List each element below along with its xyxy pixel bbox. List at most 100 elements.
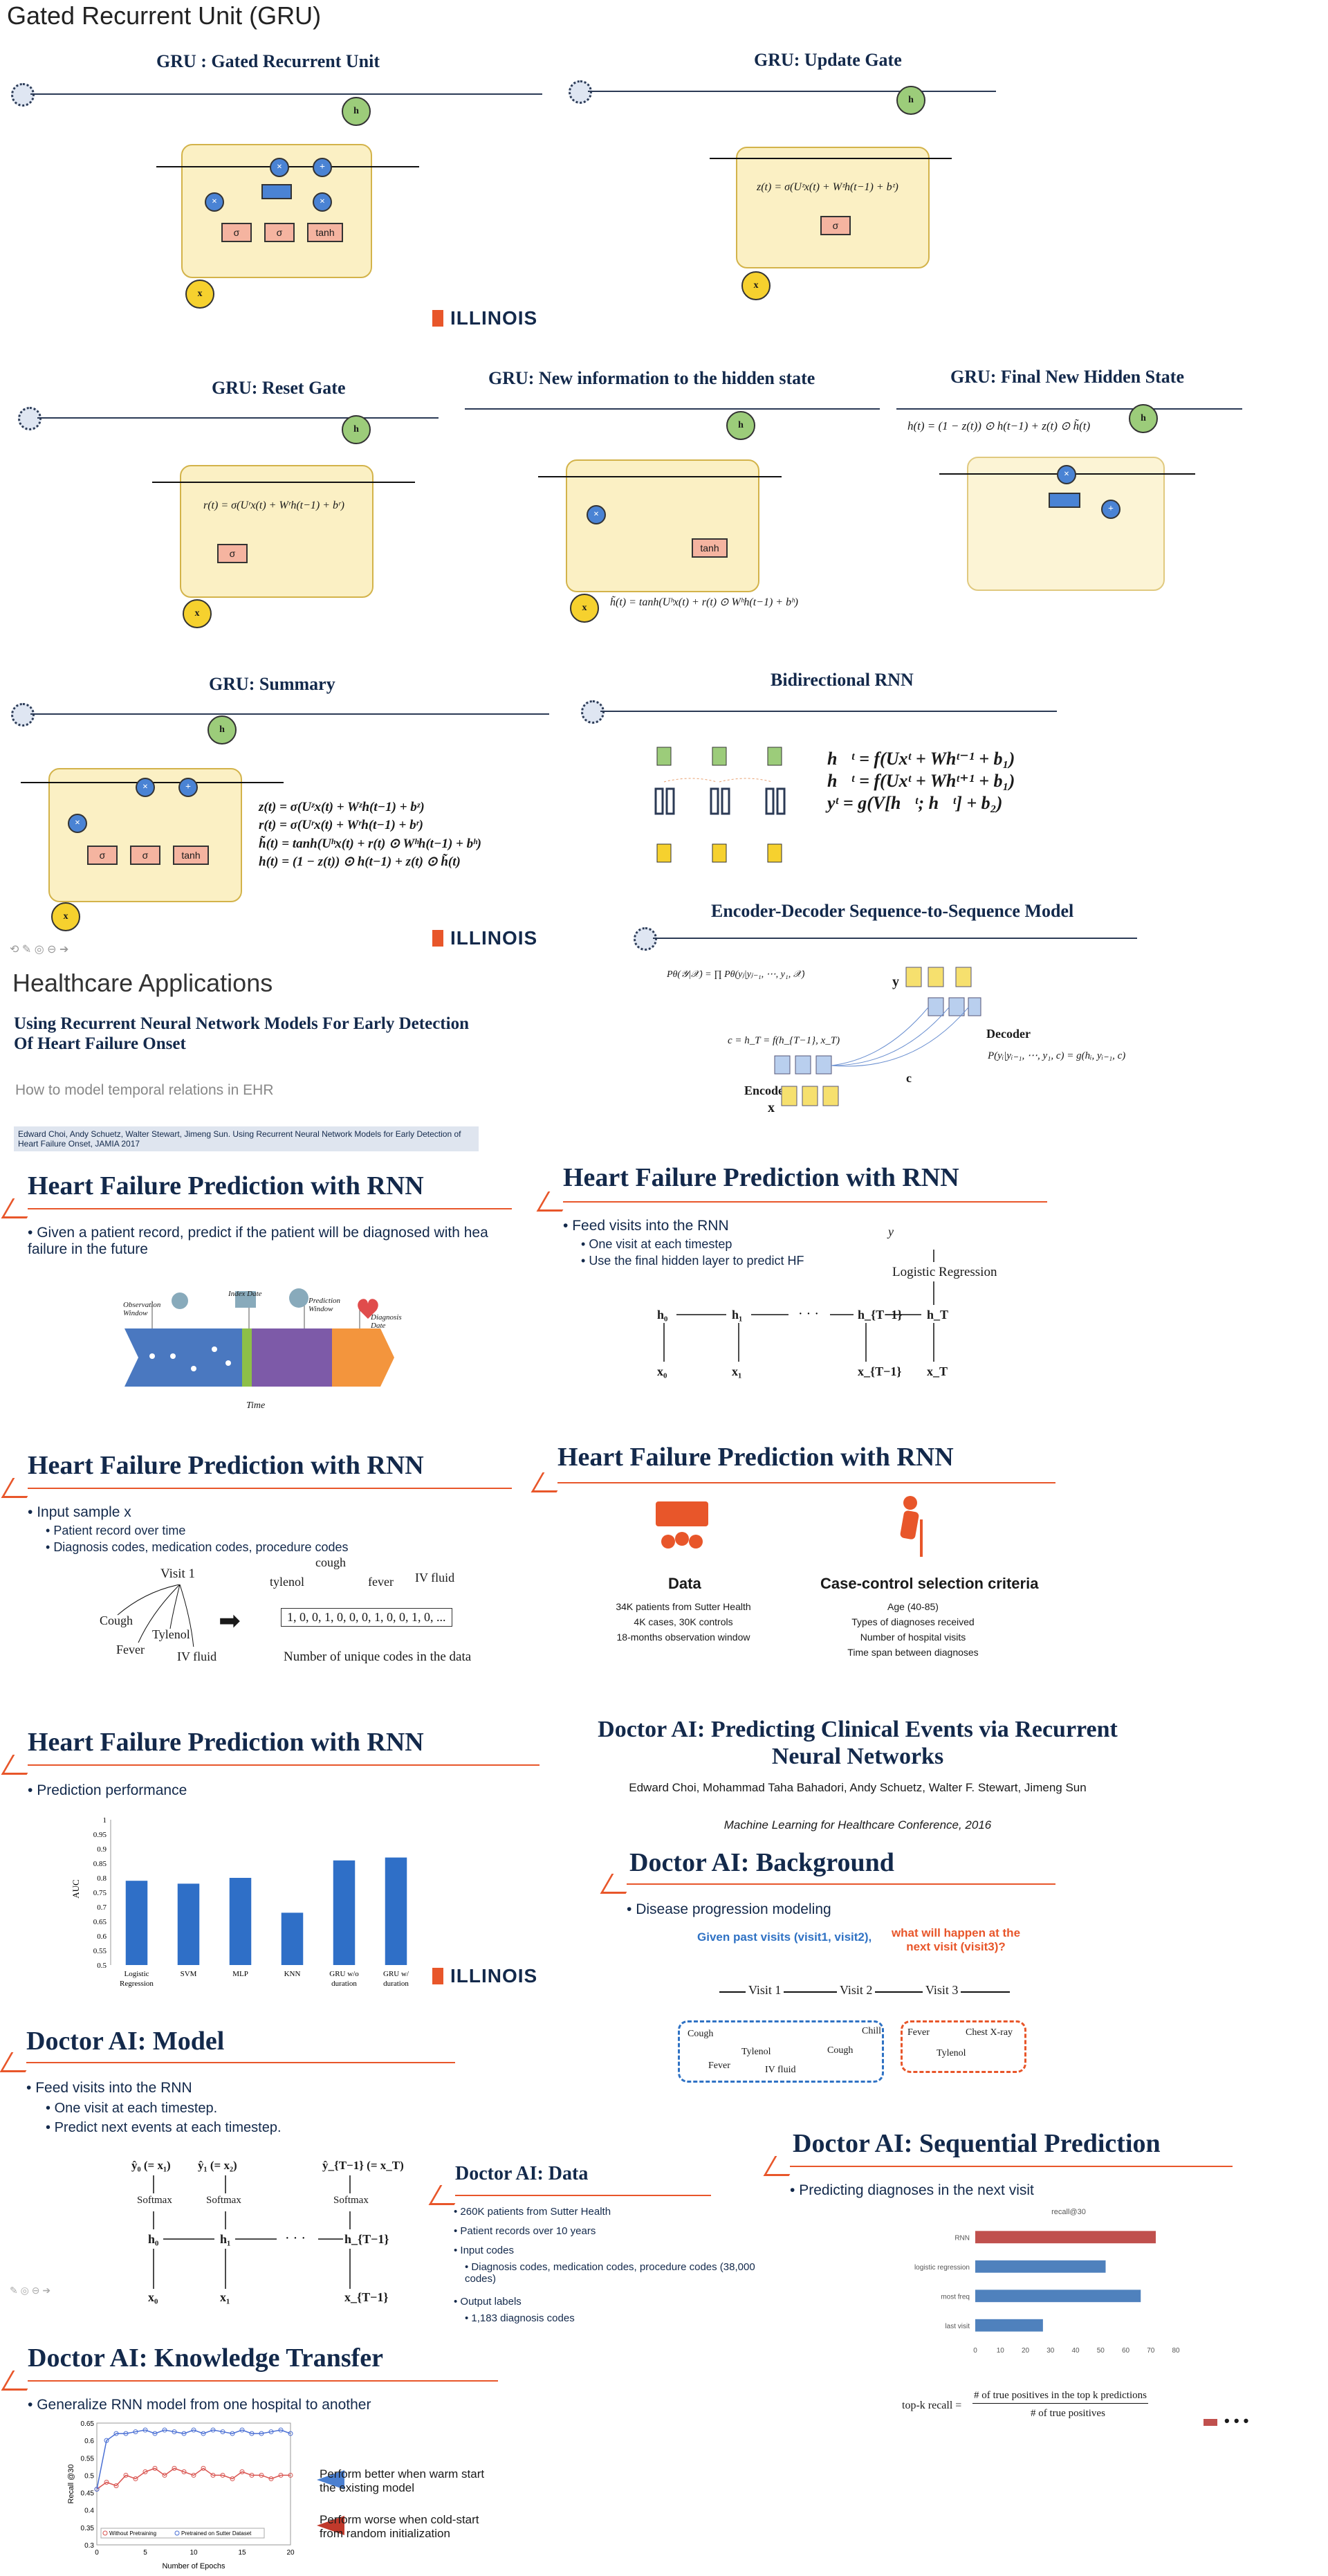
- y-tick-label: 0.35: [81, 2525, 95, 2532]
- sigma-box: σ: [217, 544, 248, 563]
- slide-title-summary: GRU: Summary: [209, 674, 335, 694]
- dai-data-sub-item: 1,183 diagnosis codes: [465, 2312, 574, 2324]
- gru-cell: [180, 465, 374, 598]
- criteria-item: Number of hospital visits: [860, 1632, 966, 1643]
- dai-model-sub-bullet: Predict next events at each timestep.: [46, 2120, 282, 2136]
- slide-rule-orange: [627, 1883, 1055, 1885]
- hf5-bullet: Prediction performance: [28, 1782, 187, 1799]
- slide-toolbar-icons[interactable]: ✎ ◎ ⊖ ➔: [10, 2285, 51, 2296]
- data-point: [268, 2476, 274, 2481]
- visit-1-label: Visit 1: [746, 1983, 784, 1998]
- arrow-right-icon: ➡: [219, 1607, 241, 1636]
- h-t-node: h: [342, 415, 371, 444]
- dai-data-sub-item: Diagnosis codes, medication codes, proce…: [465, 2261, 755, 2285]
- legend-marker: [102, 2530, 108, 2536]
- data-point: [249, 2431, 255, 2436]
- code-label-iv-fluid: IV fluid: [415, 1571, 455, 1584]
- data-point: [162, 2427, 167, 2433]
- data-item: 18-months observation window: [616, 1632, 750, 1643]
- more-options-icon[interactable]: • • •: [1224, 2412, 1249, 2429]
- past-visits-label: Given past visits (visit1, visit2),: [697, 1930, 872, 1944]
- dai-data-item: Output labels: [454, 2296, 521, 2308]
- data-point: [259, 2431, 264, 2436]
- y-tick-label: 0.9: [97, 1845, 107, 1854]
- illinois-logo: ILLINOIS: [432, 1965, 537, 1987]
- slide-rule: [588, 91, 996, 92]
- data-point: [288, 2431, 293, 2436]
- add-node-icon: +: [1101, 500, 1120, 519]
- knowledge-transfer-line-chart: 0.3 0.35 0.4 0.45 0.5 0.55 0.6 0.65 0 5 10 15 20 Numb…: [48, 2418, 297, 2573]
- slide-rule-orange: [28, 1764, 540, 1766]
- university-seal-icon: [581, 700, 605, 724]
- y-tick-label: 0.6: [84, 2438, 94, 2445]
- x-tick-label: 40: [1071, 2347, 1080, 2355]
- data-point: [259, 2472, 264, 2478]
- category-label: most freq: [941, 2293, 970, 2301]
- update-gate-equation: z(t) = σ(Uᶻx(t) + Wᶻh(t−1) + bᶻ): [757, 181, 898, 193]
- decoder-equation: P(yᵢ|yᵢ₋₁, ⋯, y₁, c) = g(hᵢ, yᵢ₋₁, c): [988, 1050, 1126, 1061]
- university-seal-icon: [11, 703, 35, 727]
- y-tick-label: 0.95: [93, 1831, 107, 1839]
- tanh-box: tanh: [307, 223, 343, 242]
- multiply-node-icon: ×: [205, 192, 224, 212]
- visit-tree-lines: [117, 1584, 194, 1647]
- slide-toolbar-icons[interactable]: ⟲ ✎ ◎ ⊖ ➔: [10, 944, 69, 956]
- doctor-ai-model-arrows: · · ·: [153, 2175, 351, 2289]
- data-point: [104, 2479, 109, 2485]
- code-label-tylenol: tylenol: [270, 1575, 304, 1589]
- data-point: [230, 2476, 235, 2481]
- code-fever: Fever: [116, 1643, 145, 1656]
- university-seal-icon: [569, 80, 592, 104]
- slide-rule-orange: [790, 2166, 1233, 2167]
- recall-chart-svg: recall@30 0 10 20 30 40 50 60 70 80 RNN logistic re…: [914, 2208, 1180, 2355]
- visit-3-label: Visit 3: [923, 1983, 961, 1998]
- prediction-window-label: Prediction Window: [308, 1297, 341, 1313]
- multiply-node-icon: ×: [68, 814, 87, 833]
- y-tick-label: 0.4: [84, 2508, 94, 2515]
- multiply-node-icon: ×: [313, 192, 332, 212]
- university-seal-icon: [18, 407, 42, 430]
- bar: [177, 1883, 200, 1965]
- code-tylenol: Tylenol: [152, 1627, 190, 1641]
- data-point: [133, 2429, 138, 2435]
- code-cough: Cough: [100, 1614, 133, 1627]
- slide-rule: [30, 93, 542, 95]
- summary-eq-htilde: h̃(t) = tanh(Uʰx(t) + r(t) ⊙ Wʰh(t−1) + …: [259, 837, 481, 851]
- v1-code: Cough: [688, 2029, 714, 2039]
- index-date-label: Index Date: [228, 1290, 262, 1298]
- data-point: [278, 2472, 284, 2478]
- v2-code: Chill: [862, 2026, 882, 2036]
- x-t-node: x: [51, 902, 80, 931]
- h-t-node: h: [896, 86, 925, 115]
- v1-code: IV fluid: [765, 2065, 796, 2075]
- data-point: [152, 2431, 158, 2436]
- y-tick-label: 0.5: [84, 2472, 94, 2480]
- bar: [229, 1878, 252, 1965]
- svg-text:· · ·: · · ·: [285, 2231, 306, 2246]
- birnn-eq-output: yᵗ = g(V[h⃗ᵗ; h⃖ᵗ] + b₂): [827, 793, 1003, 813]
- multiply-node-icon: ×: [136, 778, 155, 797]
- category-label: SVM: [181, 1970, 197, 1978]
- category-label: KNN: [284, 1970, 301, 1978]
- arrow-left-red-icon: [289, 2516, 344, 2535]
- gru-cell: [48, 768, 242, 902]
- v3-code: Tylenol: [937, 2048, 966, 2058]
- university-seal-icon: [634, 927, 657, 951]
- y-tick-label: 0.45: [81, 2490, 95, 2498]
- slide-rule-orange: [455, 2195, 711, 2196]
- dai-seq-bullet: Predicting diagnoses in the next visit: [790, 2182, 1034, 2199]
- context-label: c: [906, 1071, 912, 1085]
- legend-box: [100, 2528, 265, 2539]
- slide-title-new-information: GRU: New information to the hidden state: [488, 368, 815, 388]
- series-line: [96, 2467, 290, 2490]
- chart-title: recall@30: [1051, 2208, 1086, 2216]
- data-point: [113, 2431, 119, 2436]
- v1-code: Fever: [708, 2061, 730, 2071]
- diagnosis-date-label: Diagnosis Date: [371, 1313, 402, 1330]
- new-info-equation: h̃(t) = tanh(Uʰx(t) + r(t) ⊙ Wʰh(t−1) + …: [610, 596, 798, 608]
- data-point: [104, 2438, 109, 2443]
- data-point: [123, 2431, 129, 2436]
- slide-title-seq2seq: Encoder-Decoder Sequence-to-Sequence Mod…: [711, 901, 1074, 921]
- y-tick-label: 0.6: [97, 1933, 107, 1941]
- one-hot-vector: 1, 0, 0, 1, 0, 0, 0, 1, 0, 0, 1, 0, ...: [281, 1608, 452, 1627]
